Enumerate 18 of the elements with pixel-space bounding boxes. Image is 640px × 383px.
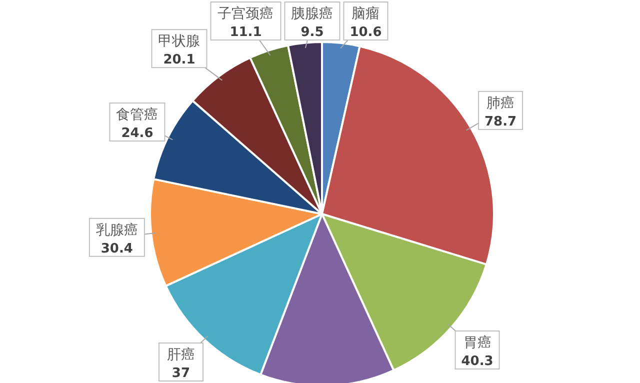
data-label: 20.1: [163, 52, 196, 68]
slice-label: 脑瘤: [352, 6, 380, 22]
slice-label: 食管癌: [116, 107, 158, 124]
data-label: 11.1: [230, 25, 262, 40]
slice-label: 肺癌: [486, 95, 515, 112]
slice-label: 胃癌: [463, 334, 492, 351]
slice-label: 乳腺癌: [96, 222, 138, 238]
data-label: 40.3: [461, 354, 494, 369]
slice-label: 胰腺癌: [291, 6, 334, 22]
data-label: 24.6: [121, 126, 154, 142]
data-label: 9.5: [300, 25, 324, 40]
data-label: 78.7: [484, 114, 517, 130]
slice-label: 肝癌: [166, 347, 195, 363]
slice-label: 子宫颈癌: [218, 6, 274, 22]
data-label: 37: [172, 366, 190, 381]
data-label: 10.6: [350, 25, 382, 40]
data-label: 30.4: [100, 241, 133, 256]
slice-label: 甲状腺: [158, 34, 200, 50]
